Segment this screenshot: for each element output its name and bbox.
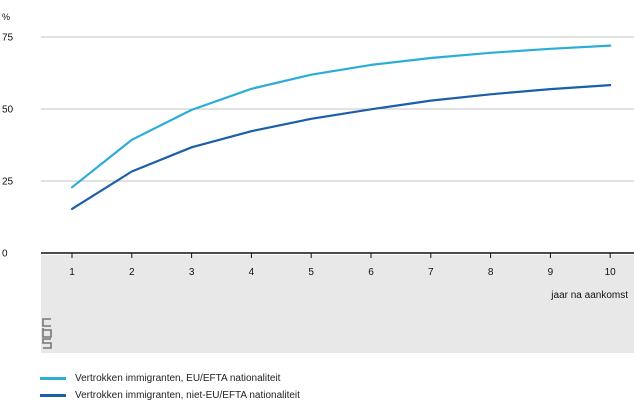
y-tick-labels: 0 25 50 75	[2, 33, 14, 260]
x-tick-label: 4	[249, 267, 255, 278]
y-tick-label: 75	[2, 33, 14, 44]
x-tick-label: 5	[308, 267, 314, 278]
x-tick-label: 7	[428, 267, 434, 278]
series-line-non-eu	[70, 83, 612, 210]
x-axis-panel	[41, 255, 634, 353]
x-tick-labels: 1 2 3 4 5 6 7 8 9 10	[69, 253, 616, 278]
x-tick-label: 2	[129, 267, 135, 278]
x-tick-label: 10	[605, 267, 617, 278]
legend-swatch-non-eu	[40, 394, 66, 397]
x-tick-label: 3	[189, 267, 195, 278]
legend-swatch-eu	[40, 377, 66, 380]
x-tick-label: 1	[69, 267, 75, 278]
grid-layer	[41, 36, 634, 254]
series-layer	[70, 44, 612, 210]
legend: Vertrokken immigranten, EU/EFTA national…	[40, 370, 300, 404]
series-line-eu	[70, 44, 612, 189]
x-tick-label: 9	[548, 267, 554, 278]
x-tick-label: 6	[368, 267, 374, 278]
y-tick-label: 25	[2, 177, 14, 188]
x-tick-label: 8	[488, 267, 494, 278]
y-tick-label: 50	[2, 105, 14, 116]
legend-item-eu: Vertrokken immigranten, EU/EFTA national…	[40, 370, 300, 387]
cbs-logo-icon: cbs	[42, 318, 52, 349]
x-axis-label: jaar na aankomst	[550, 290, 628, 301]
legend-item-non-eu: Vertrokken immigranten, niet-EU/EFTA nat…	[40, 387, 300, 404]
y-axis-unit-label: %	[2, 12, 10, 22]
legend-label-non-eu: Vertrokken immigranten, niet-EU/EFTA nat…	[75, 390, 300, 401]
legend-label-eu: Vertrokken immigranten, EU/EFTA national…	[75, 373, 281, 384]
y-tick-label: 0	[2, 249, 8, 260]
